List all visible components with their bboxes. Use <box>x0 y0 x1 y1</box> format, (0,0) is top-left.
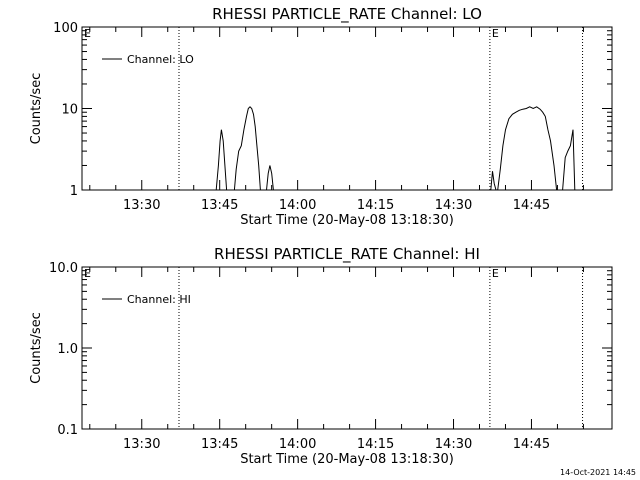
x-tick-label: 13:45 <box>201 198 238 213</box>
chart-title: RHESSI PARTICLE_RATE Channel: HI <box>214 245 480 264</box>
x-tick-label: 14:00 <box>279 198 316 213</box>
y-axis-label: Counts/sec <box>29 312 44 384</box>
event-marker-label: E <box>492 267 499 280</box>
y-tick-label: 10.0 <box>49 261 78 276</box>
x-tick-label: 13:30 <box>123 437 160 452</box>
y-axis-label: Counts/sec <box>29 73 44 145</box>
x-tick-label: 14:15 <box>357 198 394 213</box>
series-line-segment <box>497 106 558 191</box>
x-tick-label: 14:30 <box>435 437 472 452</box>
plot-frame <box>81 266 613 430</box>
y-tick-label: 1.0 <box>57 342 78 357</box>
y-tick-label: 0.1 <box>57 423 78 438</box>
legend-entry-label: Channel: LO <box>127 53 194 66</box>
y-tick-label: 100 <box>53 21 78 36</box>
x-tick-label: 14:00 <box>279 437 316 452</box>
x-tick-label: 14:30 <box>435 198 472 213</box>
x-tick-label: 14:45 <box>513 437 550 452</box>
x-tick-label: 13:30 <box>123 198 160 213</box>
event-marker-label: E <box>84 267 91 280</box>
chart-title: RHESSI PARTICLE_RATE Channel: LO <box>212 5 482 24</box>
series-line-segment <box>490 171 497 191</box>
x-axis-label: Start Time (20-May-08 13:18:30) <box>240 452 454 467</box>
generation-timestamp: 14-Oct-2021 14:45 <box>560 468 636 477</box>
panel-hi-channel: RHESSI PARTICLE_RATE Channel: HI Start Ti… <box>29 245 613 467</box>
series-line-segment <box>233 106 261 191</box>
y-tick-label: 10 <box>61 103 78 118</box>
panel-lo-channel: RHESSI PARTICLE_RATE Channel: LO Start Ti… <box>29 5 613 228</box>
y-tick-label: 1 <box>70 184 78 199</box>
x-tick-label: 14:15 <box>357 437 394 452</box>
series-line-segment <box>215 129 228 191</box>
x-tick-label: 13:45 <box>201 437 238 452</box>
series-line-segment <box>562 129 576 191</box>
event-marker-label: E <box>84 27 91 40</box>
legend-entry-label: Channel: HI <box>127 293 191 306</box>
event-marker-label: E <box>492 27 499 40</box>
series-line-segment <box>266 165 274 191</box>
x-tick-label: 14:45 <box>513 198 550 213</box>
x-axis-label: Start Time (20-May-08 13:18:30) <box>240 213 454 228</box>
